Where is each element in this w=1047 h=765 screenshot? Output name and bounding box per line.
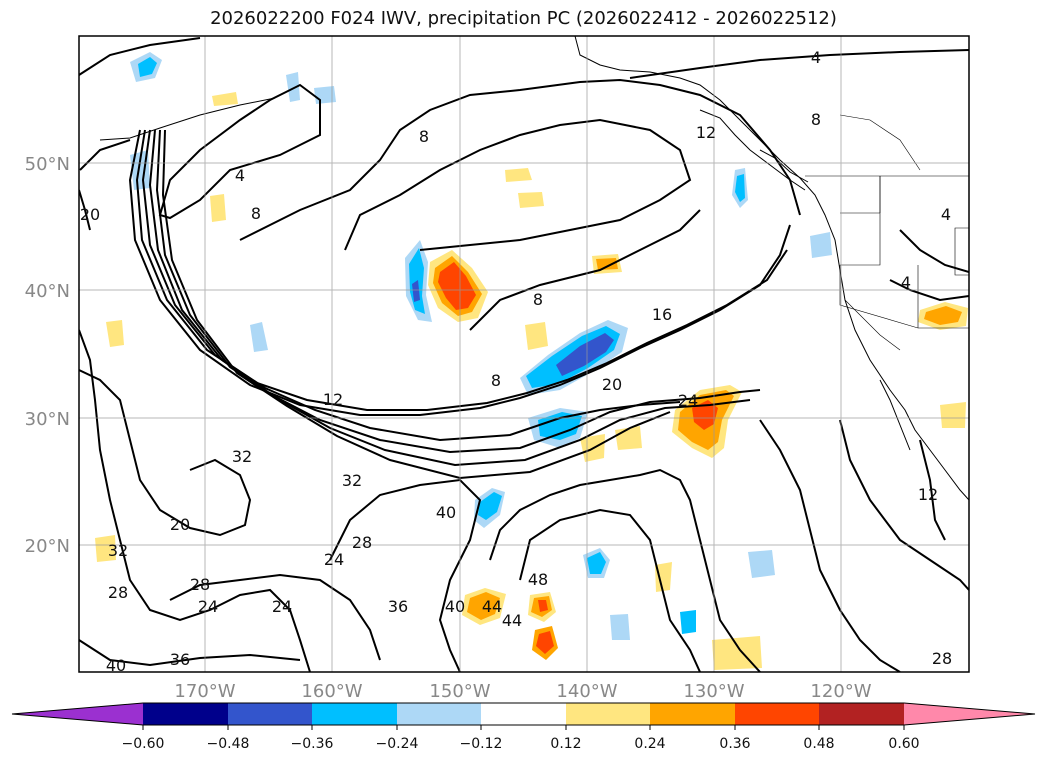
lat-label: 40°N [25,281,70,302]
contour-label: 12 [696,123,716,142]
map-frame [78,35,970,673]
colorbar-tick-label: −0.48 [207,736,250,752]
contour-label: 36 [388,597,408,616]
contour-label: 8 [533,290,543,309]
contour-label: 4 [901,273,911,292]
lon-label: 130°W [683,681,744,702]
colorbar-bin [228,703,312,725]
contour-label: 4 [811,48,821,67]
contour-label: 32 [342,471,362,490]
contour-label: 28 [108,583,128,602]
colorbar-bin [481,703,566,725]
contour-label: 24 [324,550,344,569]
colorbar-tick-label: 0.12 [550,736,581,752]
colorbar-tick-label: 0.36 [719,736,750,752]
contour-label: 20 [80,205,100,224]
colorbar-tick-label: −0.36 [291,736,334,752]
lat-label: 30°N [25,409,70,430]
contour-label: 32 [108,541,128,560]
contour-label: 8 [491,371,501,390]
colorbar-over-arrow [904,703,1035,725]
contour-label: 48 [528,570,548,589]
colorbar-bin [312,703,397,725]
lon-label: 160°W [301,681,362,702]
lon-label: 140°W [556,681,617,702]
contour-label: 28 [352,533,372,552]
colorbar-bin [735,703,819,725]
political-borders [805,114,969,351]
contour-label: 12 [918,485,938,504]
latitude-labels: 50°N 40°N 30°N 20°N [25,154,70,557]
colorbar-tick-label: 0.60 [888,736,919,752]
figure-title: 2026022200 F024 IWV, precipitation PC (2… [210,8,837,29]
colorbar-bin [819,703,904,725]
contour-label: 36 [170,650,190,669]
colorbar-tick-label: −0.12 [460,736,503,752]
contour-labels: 4 8 12 8 4 8 12 16 20 24 32 20 28 24 24 … [80,48,952,675]
contour-label: 28 [932,649,952,668]
contour-label: 40 [106,656,126,675]
contour-label: 32 [232,447,252,466]
contour-label: 28 [190,575,210,594]
colorbar-tick-label: 0.24 [634,736,665,752]
colorbar-tick-label: 0.48 [803,736,834,752]
contour-label: 8 [251,204,261,223]
contour-label: 44 [482,597,502,616]
colorbar-under-arrow [12,703,143,725]
colorbar-bin [566,703,650,725]
lat-label: 20°N [25,536,70,557]
contour-label: 40 [436,503,456,522]
colorbar-bin [650,703,735,725]
colorbar-tick-label: −0.24 [376,736,419,752]
contour-label: 20 [602,375,622,394]
contour-label: 24 [678,391,698,410]
colorbar-bin [143,703,228,725]
lat-label: 50°N [25,154,70,175]
contour-label: 4 [235,166,245,185]
contour-label: 12 [323,390,343,409]
contour-label: 24 [198,597,218,616]
colorbar-ticks [142,725,905,730]
longitude-labels: 170°W 160°W 150°W 140°W 130°W 120°W [174,681,871,702]
contour-label: 8 [811,110,821,129]
colorbar-tick-label: −0.60 [122,736,165,752]
contour-label: 44 [502,611,522,630]
contour-label: 20 [170,515,190,534]
colorbar: −0.60 −0.48 −0.36 −0.24 −0.12 0.12 0.24 … [11,702,1036,752]
lon-label: 120°W [810,681,871,702]
gridlines [79,36,969,672]
contour-label: 40 [445,597,465,616]
contour-label: 24 [272,597,292,616]
contour-label: 4 [941,205,951,224]
lon-label: 170°W [174,681,235,702]
colorbar-bin [397,703,481,725]
contour-label: 8 [419,127,429,146]
lon-label: 150°W [429,681,490,702]
contour-label: 16 [652,305,672,324]
